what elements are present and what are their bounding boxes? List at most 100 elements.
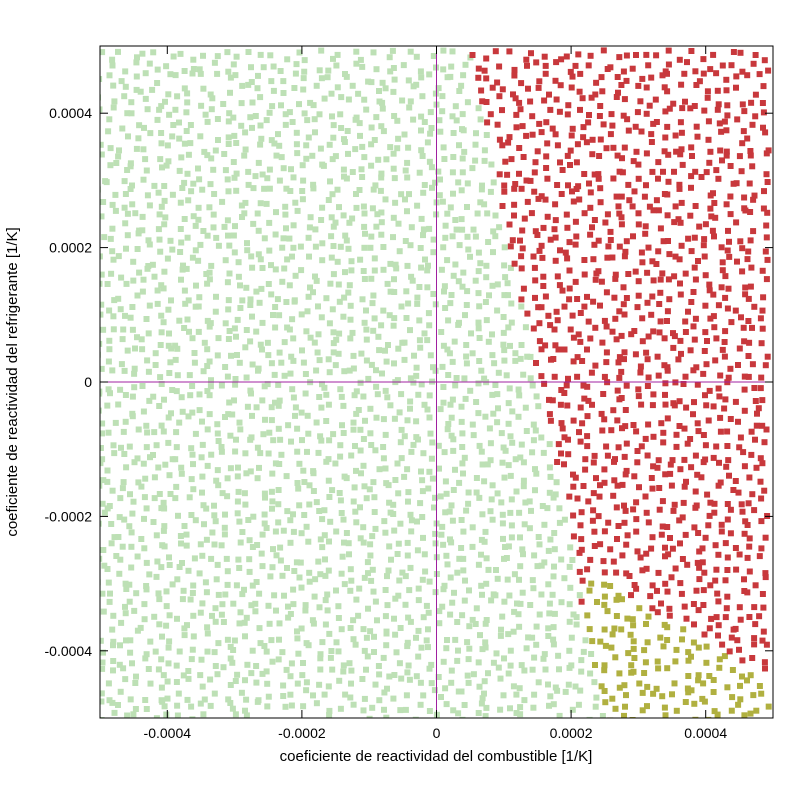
data-point [472, 157, 479, 164]
data-point [440, 541, 447, 548]
data-point [306, 253, 312, 260]
data-point [112, 207, 119, 214]
data-point [607, 228, 614, 235]
data-point [298, 311, 305, 318]
data-point [657, 634, 664, 641]
data-point [650, 391, 657, 398]
data-point [275, 402, 282, 409]
data-point [386, 312, 393, 319]
data-point [371, 255, 378, 262]
data-point [371, 315, 378, 322]
data-point [672, 253, 679, 260]
data-point [582, 466, 589, 473]
data-point [266, 620, 273, 627]
data-point [655, 665, 662, 672]
data-point [646, 102, 653, 109]
data-point [368, 233, 375, 240]
data-point [134, 246, 141, 252]
data-point [562, 249, 569, 256]
data-point [410, 441, 417, 448]
data-point [552, 257, 559, 264]
data-point [391, 175, 398, 182]
data-point [323, 391, 330, 398]
data-point [681, 603, 688, 610]
data-point [367, 541, 374, 548]
data-point [460, 269, 467, 276]
data-point [143, 316, 150, 322]
data-point [138, 483, 145, 490]
data-point [173, 388, 180, 395]
data-point [589, 151, 596, 158]
data-point [464, 204, 470, 210]
data-point [100, 280, 103, 287]
data-point [166, 638, 173, 645]
data-point [546, 719, 552, 725]
data-point [264, 175, 271, 182]
data-point [184, 316, 191, 323]
data-point [724, 516, 731, 523]
data-point [465, 656, 472, 663]
data-point [444, 346, 451, 353]
data-point [429, 439, 436, 446]
data-point [750, 228, 757, 235]
data-point [592, 362, 599, 369]
data-point [270, 312, 276, 318]
data-point [502, 274, 509, 281]
data-point [231, 174, 238, 181]
data-point [644, 356, 651, 363]
data-point [329, 113, 335, 120]
data-point [716, 664, 723, 671]
data-point [495, 405, 501, 412]
data-point [110, 442, 117, 449]
data-point [229, 411, 236, 418]
data-point [492, 233, 499, 240]
data-point [489, 482, 496, 489]
data-point [700, 432, 707, 438]
data-point [312, 129, 318, 136]
data-point [343, 73, 350, 80]
data-point [357, 504, 363, 511]
data-point [328, 90, 335, 97]
data-point [158, 312, 165, 319]
data-point [109, 56, 116, 63]
data-point [155, 464, 162, 471]
data-point [584, 443, 591, 450]
data-point [206, 411, 213, 418]
data-point [379, 105, 386, 112]
data-point [388, 556, 394, 563]
data-point [723, 605, 730, 612]
data-point [214, 116, 221, 122]
data-point [158, 684, 165, 691]
data-point [215, 242, 222, 249]
data-point [390, 65, 397, 71]
data-point [545, 581, 552, 588]
data-point [360, 436, 367, 442]
data-point [727, 193, 734, 200]
data-point [94, 166, 100, 172]
data-point [449, 599, 456, 606]
data-point [445, 372, 452, 378]
data-point [244, 661, 251, 668]
data-point [477, 260, 484, 267]
data-point [245, 49, 252, 55]
data-point [302, 390, 309, 397]
data-point [197, 700, 204, 707]
data-point [133, 673, 139, 680]
data-point [147, 680, 154, 687]
data-point [253, 679, 260, 686]
data-point [547, 322, 554, 329]
data-point [724, 305, 731, 312]
data-point [144, 429, 151, 436]
data-point [755, 405, 762, 412]
data-point [390, 501, 397, 508]
data-point [566, 285, 573, 292]
data-point [347, 302, 354, 309]
data-point [692, 168, 699, 175]
data-point [687, 436, 694, 442]
data-point [384, 394, 391, 401]
data-point [100, 445, 104, 451]
data-point [633, 516, 640, 523]
data-point [310, 468, 317, 475]
data-point [390, 234, 396, 241]
data-point [449, 169, 456, 176]
